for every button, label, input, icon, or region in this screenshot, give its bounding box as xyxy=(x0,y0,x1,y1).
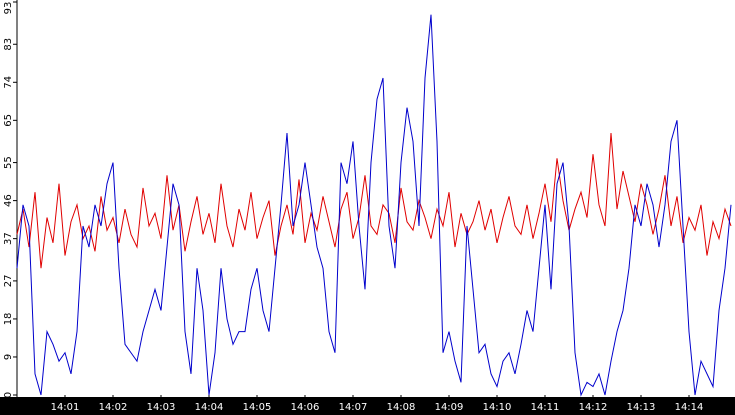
y-tick-label: 74 xyxy=(3,76,14,89)
x-tick-label: 14:03 xyxy=(147,402,176,413)
y-tick-label: 9 xyxy=(3,354,14,360)
y-tick-label: 65 xyxy=(3,114,14,127)
x-tick-label: 14:12 xyxy=(579,402,608,413)
y-tick-label: 46 xyxy=(3,194,14,207)
x-tick-label: 14:14 xyxy=(675,402,704,413)
x-tick-label: 14:05 xyxy=(243,402,272,413)
x-tick-label: 14:13 xyxy=(627,402,656,413)
x-tick-label: 14:06 xyxy=(291,402,320,413)
x-tick-label: 14:10 xyxy=(483,402,512,413)
x-tick-label: 14:02 xyxy=(99,402,128,413)
x-tick-label: 14:11 xyxy=(531,402,560,413)
y-tick-label: 37 xyxy=(3,232,14,245)
x-tick-label: 14:07 xyxy=(339,402,368,413)
y-tick-label: 55 xyxy=(3,156,14,169)
y-tick-label: 93 xyxy=(3,2,14,15)
x-axis-bar xyxy=(0,397,735,415)
y-tick-label: 83 xyxy=(3,38,14,51)
x-tick-label: 14:01 xyxy=(51,402,80,413)
x-tick-label: 14:04 xyxy=(195,402,224,413)
x-tick-label: 14:09 xyxy=(435,402,464,413)
y-tick-label: 18 xyxy=(3,313,14,326)
x-tick-label: 14:08 xyxy=(387,402,416,413)
series-line xyxy=(16,14,732,397)
y-tick-label: 27 xyxy=(3,275,14,288)
y-tick-label: 0 xyxy=(3,392,14,398)
series-line xyxy=(16,132,732,269)
